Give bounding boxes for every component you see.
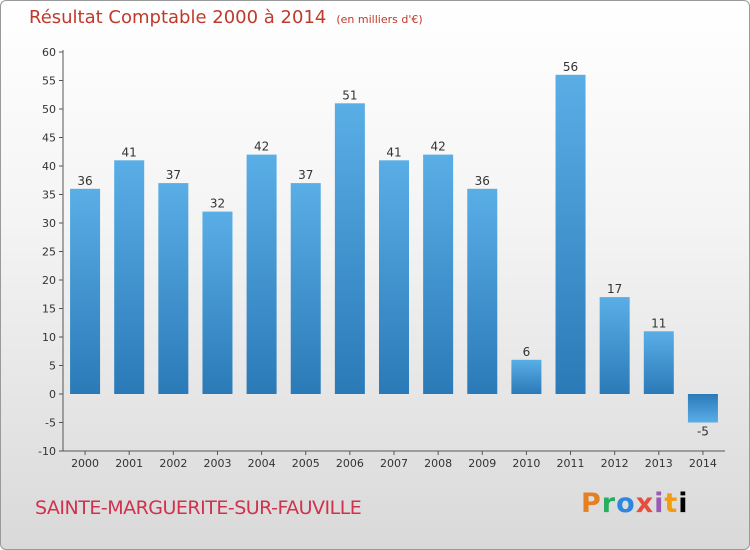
x-tick-label: 2012 <box>601 457 629 470</box>
y-tick-label: 0 <box>49 388 56 401</box>
bar-value-label: 41 <box>386 145 401 159</box>
bar <box>423 154 454 394</box>
bar-value-label: 32 <box>210 197 225 211</box>
bar-value-label: 42 <box>254 140 269 154</box>
bar-value-label: 6 <box>523 345 531 359</box>
bar <box>555 74 586 395</box>
y-tick-label: 25 <box>42 246 56 259</box>
bar <box>202 211 233 394</box>
bar-value-label: 11 <box>651 316 666 330</box>
y-tick-label: 30 <box>42 217 56 230</box>
bar <box>467 188 498 394</box>
y-tick-label: 10 <box>42 331 56 344</box>
bar <box>70 188 101 394</box>
bar <box>334 103 365 395</box>
bar-value-label: 37 <box>166 168 181 182</box>
y-tick-label: 40 <box>42 160 56 173</box>
bar <box>599 297 630 394</box>
y-tick-label: 15 <box>42 303 56 316</box>
x-tick-label: 2008 <box>424 457 452 470</box>
bar-value-label: -5 <box>697 425 709 439</box>
x-tick-label: 2009 <box>468 457 496 470</box>
x-tick-label: 2001 <box>115 457 143 470</box>
bar <box>290 183 321 394</box>
x-tick-label: 2000 <box>71 457 99 470</box>
bar <box>114 160 145 394</box>
x-tick-label: 2005 <box>292 457 320 470</box>
y-tick-label: 60 <box>42 46 56 59</box>
bar <box>158 183 189 394</box>
x-tick-label: 2003 <box>203 457 231 470</box>
y-tick-label: 45 <box>42 132 56 145</box>
x-tick-label: 2007 <box>380 457 408 470</box>
commune-name: SAINTE-MARGUERITE-SUR-FAUVILLE <box>35 497 362 519</box>
bar <box>643 331 674 394</box>
y-tick-label: -5 <box>45 417 56 430</box>
chart-title-text: Résultat Comptable 2000 à 2014 <box>29 7 327 28</box>
bar-value-label: 42 <box>430 140 445 154</box>
y-tick-label: 50 <box>42 103 56 116</box>
x-tick-label: 2006 <box>336 457 364 470</box>
proxiti-logo: Proxiti <box>581 488 689 519</box>
x-tick-label: 2011 <box>557 457 585 470</box>
bar-value-label: 36 <box>475 174 490 188</box>
chart-title: Résultat Comptable 2000 à 2014 (en millie… <box>29 7 423 28</box>
y-tick-label: 35 <box>42 189 56 202</box>
bar-value-label: 56 <box>563 60 578 74</box>
bar-value-label: 36 <box>77 174 92 188</box>
chart-subtitle: (en milliers d'€) <box>336 13 423 26</box>
bar <box>687 394 718 423</box>
bar <box>511 359 542 394</box>
y-tick-label: 5 <box>49 360 56 373</box>
bar <box>379 160 409 394</box>
bar <box>246 154 277 394</box>
y-tick-label: -10 <box>38 445 56 458</box>
x-tick-label: 2002 <box>159 457 187 470</box>
bar-value-label: 17 <box>607 282 622 296</box>
bar-value-label: 37 <box>298 168 313 182</box>
x-tick-label: 2004 <box>248 457 276 470</box>
y-tick-label: 20 <box>42 274 56 287</box>
x-tick-label: 2014 <box>689 457 717 470</box>
y-tick-label: 55 <box>42 75 56 88</box>
bar-value-label: 41 <box>122 145 137 159</box>
x-tick-label: 2010 <box>512 457 540 470</box>
x-tick-label: 2013 <box>645 457 673 470</box>
bar-value-label: 51 <box>342 88 357 102</box>
